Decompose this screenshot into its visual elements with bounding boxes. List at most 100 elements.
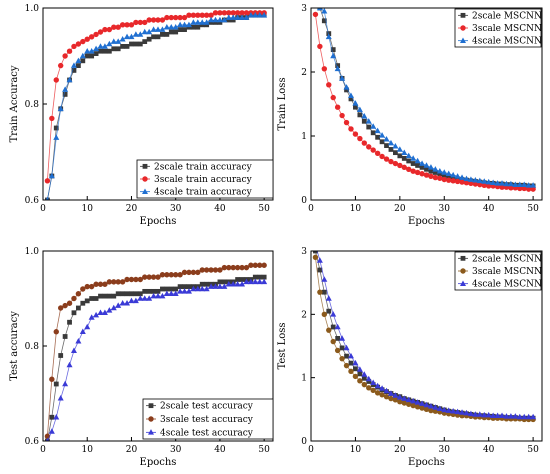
data-point (450, 178, 456, 184)
data-point (142, 288, 148, 294)
data-point (195, 269, 201, 276)
data-point (177, 21, 184, 28)
data-point (503, 180, 510, 187)
plot-frame (310, 250, 543, 442)
data-point (339, 345, 345, 351)
data-point (441, 172, 447, 178)
data-point (182, 27, 187, 32)
data-point (476, 177, 483, 184)
x-tick-label: 40 (214, 204, 226, 214)
legend-marker (148, 429, 154, 435)
data-point (141, 28, 148, 35)
data-point (146, 17, 152, 23)
data-point (102, 293, 108, 299)
data-point (352, 373, 359, 380)
data-point (427, 164, 434, 170)
data-point (185, 21, 192, 28)
y-tick-label: 0.6 (25, 196, 40, 206)
data-point (137, 295, 144, 301)
data-point (168, 14, 174, 21)
data-point (419, 400, 426, 406)
data-point (348, 96, 354, 102)
x-tick-label: 30 (439, 204, 451, 214)
x-tick-label: 0 (308, 204, 314, 214)
data-point (507, 180, 514, 187)
data-point (432, 174, 439, 181)
legend-box (454, 251, 542, 291)
data-point (102, 26, 108, 33)
data-point (79, 52, 86, 59)
data-point (164, 32, 170, 37)
x-tick-label: 20 (394, 204, 406, 214)
data-point (172, 272, 179, 278)
data-point (221, 16, 228, 23)
legend-marker (148, 416, 154, 422)
data-point (212, 283, 219, 289)
data-point (155, 26, 161, 32)
x-tick-label: 0 (40, 204, 46, 214)
data-point (204, 22, 210, 28)
data-point (321, 8, 328, 14)
y-tick-label: 0 (301, 196, 307, 206)
legend-label: 3scale MSCNN (472, 267, 542, 277)
data-point (247, 12, 254, 18)
data-point (137, 291, 143, 297)
data-point (370, 147, 376, 153)
data-point (234, 14, 241, 20)
data-point (155, 292, 161, 299)
data-point (137, 41, 143, 47)
data-point (212, 10, 219, 16)
data-point (256, 278, 263, 285)
data-point (477, 181, 483, 188)
data-point (106, 279, 113, 285)
x-tick-label: 10 (350, 445, 362, 455)
series-3 (316, 251, 537, 420)
x-tick-label: 50 (258, 445, 270, 455)
data-point (137, 31, 144, 37)
data-point (177, 14, 183, 21)
data-point (375, 134, 381, 140)
data-point (239, 281, 246, 287)
data-point (326, 82, 332, 88)
data-point (252, 274, 258, 280)
data-point (343, 119, 350, 126)
data-point (353, 104, 358, 110)
data-point (159, 292, 166, 299)
data-point (499, 180, 506, 186)
data-point (225, 281, 232, 287)
data-point (199, 285, 206, 292)
data-point (512, 181, 519, 187)
data-point (454, 178, 461, 185)
data-point (410, 155, 417, 161)
data-point (182, 284, 187, 290)
data-point (326, 308, 332, 314)
chart-test-acc: 0 10 20 30 40 50 0.6 0.8 1.0 Epochs Test accuracy 2… (9, 247, 274, 468)
data-point (230, 14, 237, 20)
data-point (361, 118, 367, 124)
data-point (194, 285, 201, 292)
data-point (257, 262, 263, 268)
data-point (128, 22, 135, 28)
data-point (499, 412, 506, 418)
data-point (454, 173, 461, 179)
data-point (97, 309, 104, 316)
data-point (343, 344, 350, 351)
data-point (343, 84, 350, 90)
legend: 2scale MSCNN 3scale MSCNN 4scale MSCNN (454, 251, 542, 291)
data-point (450, 175, 456, 180)
data-point (450, 408, 457, 414)
data-point (392, 160, 399, 167)
data-point (321, 289, 327, 295)
data-point (53, 125, 59, 131)
y-axis-label: Train Accuracy (9, 65, 20, 142)
data-point (476, 411, 483, 417)
data-point (71, 295, 77, 302)
data-point (212, 267, 219, 273)
data-point (325, 295, 332, 301)
data-point (459, 174, 466, 180)
data-point (97, 281, 104, 287)
y-axis-label: Test Loss (277, 322, 288, 369)
x-tick-label: 50 (527, 204, 539, 214)
y-tick-label: 0 (301, 437, 307, 447)
data-point (155, 288, 161, 294)
